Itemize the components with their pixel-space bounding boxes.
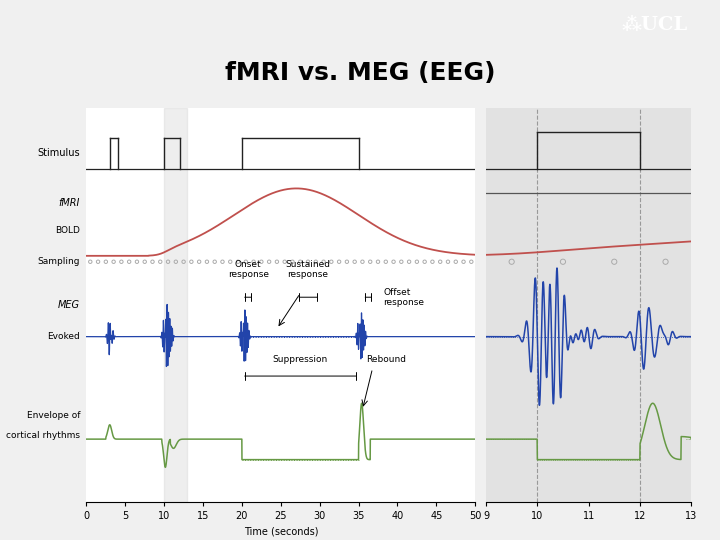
Point	[162, 258, 174, 266]
Point	[178, 258, 189, 266]
Point	[186, 258, 197, 266]
Text: Offset
response: Offset response	[384, 287, 425, 307]
Point	[349, 258, 361, 266]
Point	[660, 258, 671, 266]
Point	[302, 258, 314, 266]
Point	[279, 258, 290, 266]
Point	[139, 258, 150, 266]
Text: cortical rhythms: cortical rhythms	[6, 431, 80, 440]
Point	[287, 258, 298, 266]
Text: Stimulus: Stimulus	[37, 148, 80, 158]
X-axis label: Time (seconds): Time (seconds)	[243, 527, 318, 537]
Point	[123, 258, 135, 266]
Point	[240, 258, 251, 266]
Text: Evoked: Evoked	[48, 332, 80, 341]
Point	[325, 258, 337, 266]
Point	[466, 258, 477, 266]
Point	[372, 258, 384, 266]
Point	[356, 258, 368, 266]
Point	[419, 258, 431, 266]
Text: Envelope of: Envelope of	[27, 411, 80, 420]
Text: MEG: MEG	[58, 300, 80, 310]
Point	[194, 258, 205, 266]
Point	[147, 258, 158, 266]
Point	[450, 258, 462, 266]
Point	[100, 258, 112, 266]
Point	[155, 258, 166, 266]
Point	[380, 258, 392, 266]
Text: fMRI vs. MEG (EEG): fMRI vs. MEG (EEG)	[225, 62, 495, 85]
Point	[256, 258, 267, 266]
Text: ⁂UCL: ⁂UCL	[621, 16, 688, 34]
Bar	[164, 108, 187, 502]
Point	[201, 258, 212, 266]
Text: Sustained
response: Sustained response	[286, 260, 330, 280]
Point	[108, 258, 120, 266]
Point	[434, 258, 446, 266]
Point	[217, 258, 228, 266]
Text: BOLD: BOLD	[55, 226, 80, 235]
Point	[131, 258, 143, 266]
Point	[341, 258, 353, 266]
Point	[506, 258, 518, 266]
Text: Onset
response: Onset response	[228, 260, 269, 280]
Point	[427, 258, 438, 266]
Point	[264, 258, 275, 266]
Point	[170, 258, 181, 266]
Text: fMRI: fMRI	[59, 198, 80, 207]
Point	[271, 258, 283, 266]
Point	[557, 258, 569, 266]
Point	[411, 258, 423, 266]
Text: Sampling: Sampling	[37, 257, 80, 266]
Point	[116, 258, 127, 266]
Point	[84, 258, 96, 266]
Point	[248, 258, 259, 266]
Point	[318, 258, 329, 266]
Point	[209, 258, 220, 266]
Point	[92, 258, 104, 266]
Point	[458, 258, 469, 266]
Point	[388, 258, 400, 266]
Point	[294, 258, 306, 266]
Point	[333, 258, 345, 266]
Point	[395, 258, 407, 266]
Text: Suppression: Suppression	[273, 355, 328, 364]
Text: Rebound: Rebound	[366, 355, 406, 364]
Point	[403, 258, 415, 266]
Point	[442, 258, 454, 266]
Point	[310, 258, 322, 266]
Point	[225, 258, 236, 266]
Point	[364, 258, 376, 266]
Point	[608, 258, 620, 266]
Point	[233, 258, 244, 266]
